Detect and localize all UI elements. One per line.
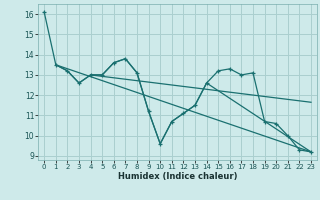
X-axis label: Humidex (Indice chaleur): Humidex (Indice chaleur)	[118, 172, 237, 181]
